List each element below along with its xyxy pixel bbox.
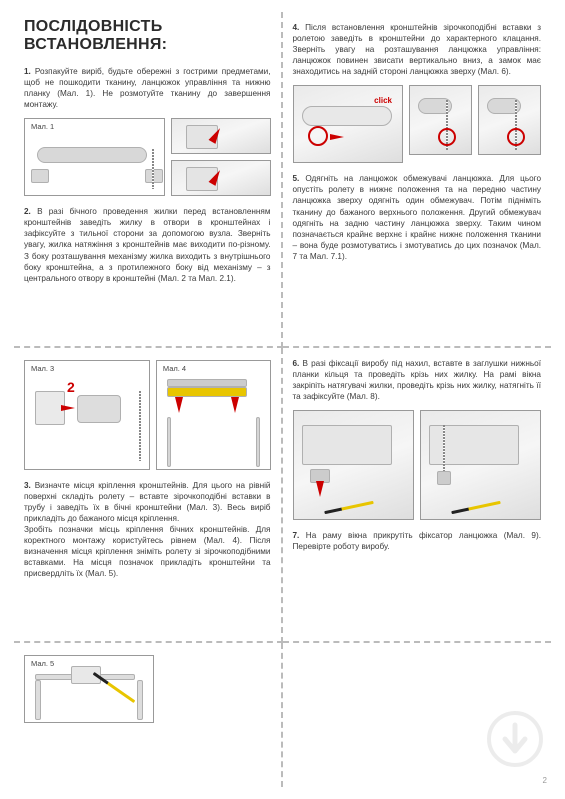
figure-label: Мал. 3: [29, 364, 56, 373]
figure-8: Мал. 8: [293, 410, 414, 520]
section-fig5: Мал. 5: [14, 643, 283, 787]
page-title: ПОСЛІДОВНІСТЬ ВСТАНОВЛЕННЯ:: [24, 18, 271, 54]
figure-9: Мал. 9: [420, 410, 541, 520]
step-6-text: 6. В разі фіксації виробу під нахил, вст…: [293, 358, 542, 402]
click-label: click: [374, 96, 392, 105]
section-6: 6. В разі фіксації виробу під нахил, вст…: [283, 348, 552, 643]
section-3: Мал. 3 2 Мал. 4 3. Визначте місця кріпле…: [14, 348, 283, 643]
layout-grid: ПОСЛІДОВНІСТЬ ВСТАНОВЛЕННЯ: 1. Розпакуйт…: [14, 12, 551, 787]
section-watermark: 2: [283, 643, 552, 787]
figure-row-3: Мал. 3 2 Мал. 4: [24, 360, 271, 470]
step-7-text: 7. На раму вікна прикрутіть фіксатор лан…: [293, 530, 542, 552]
figure-6: Мал. 6 click: [293, 85, 403, 163]
figure-row-4: Мал. 6 click Мал. 7 Мал. 7.1: [293, 85, 542, 163]
figure-7: Мал. 7: [409, 85, 472, 155]
figure-row-6: Мал. 8 Мал. 9: [293, 410, 542, 520]
section-1-2: ПОСЛІДОВНІСТЬ ВСТАНОВЛЕННЯ: 1. Розпакуйт…: [14, 12, 283, 348]
figure-1: Мал. 1: [24, 118, 165, 196]
figure-3: Мал. 3 2: [24, 360, 150, 470]
figure-7-1: Мал. 7.1: [478, 85, 541, 155]
figure-2: Мал. 2: [171, 118, 270, 154]
figure-label: Мал. 5: [29, 659, 56, 668]
figure-2-1: Мал. 2.1: [171, 160, 270, 196]
figure-5: Мал. 5: [24, 655, 154, 723]
figure-row-5: Мал. 5: [24, 655, 271, 723]
step-3-text: 3. Визначте місця кріплення кронштейнів.…: [24, 480, 271, 580]
page-number: 2: [543, 776, 547, 785]
step-4-text: 4. Після встановлення кронштейнів зірочк…: [293, 22, 542, 77]
figure-row-1: Мал. 1 Мал. 2 Мал. 2.1: [24, 118, 271, 196]
step-2-text: 2. В разі бічного проведення жилки перед…: [24, 206, 271, 283]
figure-label: Мал. 1: [29, 122, 56, 131]
section-4-5: 4. Після встановлення кронштейнів зірочк…: [283, 12, 552, 348]
figure-4: Мал. 4: [156, 360, 271, 470]
step-5-text: 5. Одягніть на ланцюжок обмежувачі ланцю…: [293, 173, 542, 262]
watermark-icon: [487, 711, 543, 767]
figure-label: Мал. 4: [161, 364, 188, 373]
step-1-text: 1. Розпакуйте виріб, будьте обережні з г…: [24, 66, 271, 110]
